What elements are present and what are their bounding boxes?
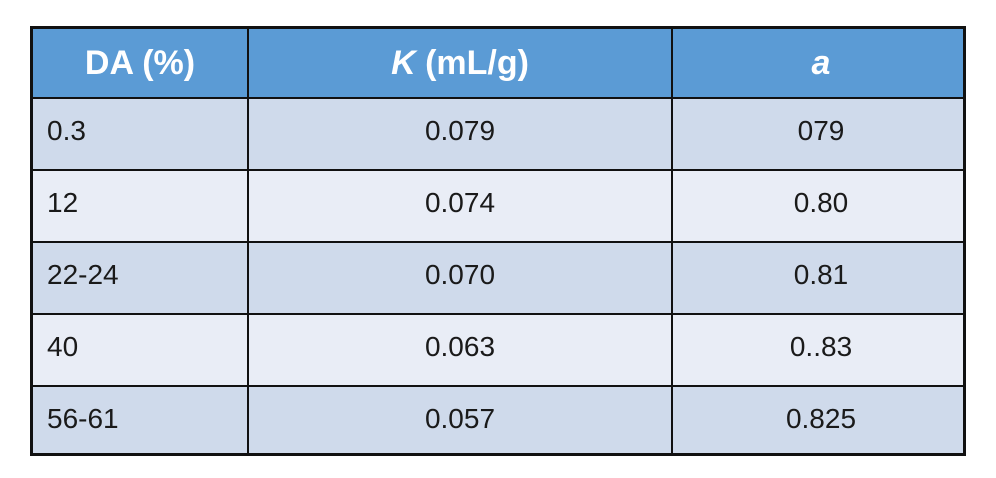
header-a-symbol: a: [811, 43, 831, 82]
table-row: 40 0.063 0..83: [33, 313, 963, 387]
cell-a: 079: [671, 97, 963, 171]
header-k-symbol: K: [391, 43, 416, 82]
table-row: 12 0.074 0.80: [33, 169, 963, 243]
table-header-row: DA (%) K (mL/g) a: [33, 29, 963, 99]
header-k-unit: (mL/g): [415, 43, 529, 82]
cell-da: 0.3: [33, 97, 249, 171]
cell-a: 0.81: [671, 241, 963, 315]
cell-a: 0..83: [671, 313, 963, 387]
cell-k: 0.070: [247, 241, 673, 315]
cell-da: 56-61: [33, 385, 249, 453]
header-a: a: [671, 29, 963, 99]
cell-a: 0.80: [671, 169, 963, 243]
cell-k: 0.057: [247, 385, 673, 453]
cell-a: 0.825: [671, 385, 963, 453]
data-table: DA (%) K (mL/g) a 0.3 0.079 079 12 0.074…: [33, 29, 963, 453]
table-row: 0.3 0.079 079: [33, 97, 963, 171]
header-da: DA (%): [33, 29, 249, 99]
table-frame: DA (%) K (mL/g) a 0.3 0.079 079 12 0.074…: [30, 26, 966, 456]
cell-k: 0.074: [247, 169, 673, 243]
cell-k: 0.063: [247, 313, 673, 387]
cell-da: 40: [33, 313, 249, 387]
header-k: K (mL/g): [247, 29, 673, 99]
table-row: 22-24 0.070 0.81: [33, 241, 963, 315]
table-row: 56-61 0.057 0.825: [33, 385, 963, 453]
cell-da: 22-24: [33, 241, 249, 315]
cell-da: 12: [33, 169, 249, 243]
cell-k: 0.079: [247, 97, 673, 171]
header-da-label: DA (%): [84, 43, 196, 82]
